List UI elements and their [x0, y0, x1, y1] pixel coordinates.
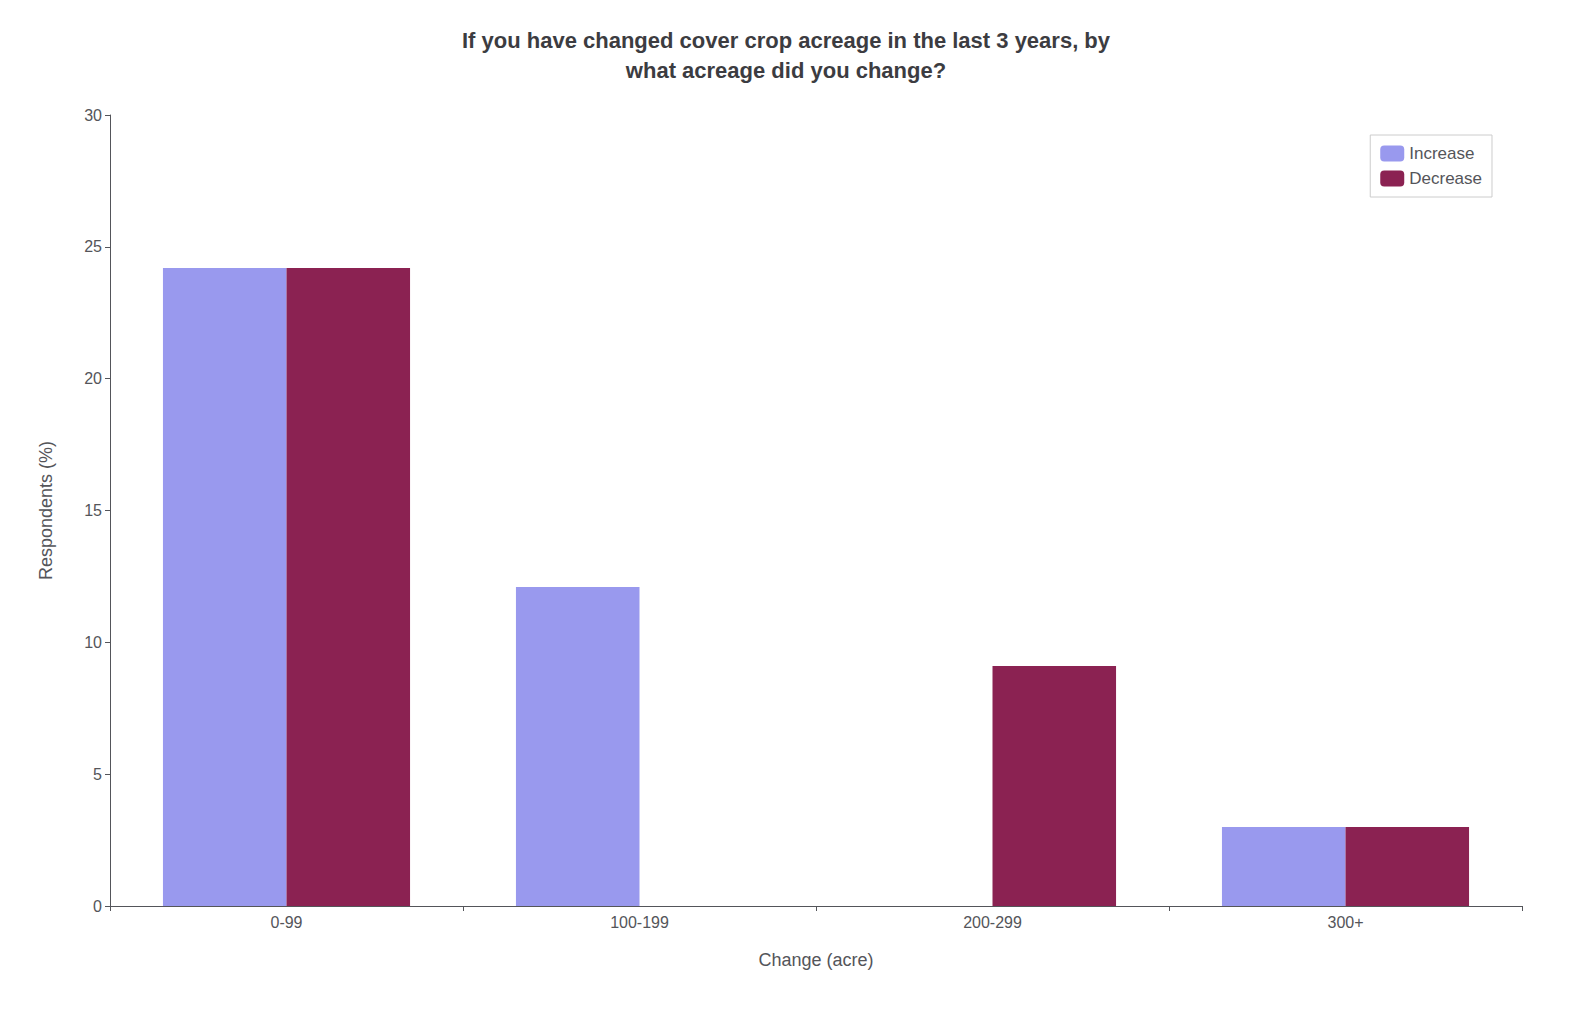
svg-text:300+: 300+: [1327, 914, 1363, 931]
svg-text:0-99: 0-99: [270, 914, 302, 931]
svg-text:Change (acre): Change (acre): [758, 950, 873, 970]
svg-text:If you have changed cover crop: If you have changed cover crop acreage i…: [462, 28, 1111, 53]
svg-text:100-199: 100-199: [610, 914, 669, 931]
svg-text:Increase: Increase: [1409, 144, 1474, 163]
svg-text:25: 25: [84, 238, 102, 255]
svg-text:Decrease: Decrease: [1409, 169, 1482, 188]
svg-text:15: 15: [84, 502, 102, 519]
svg-text:30: 30: [84, 107, 102, 124]
svg-text:5: 5: [93, 766, 102, 783]
svg-text:0: 0: [93, 898, 102, 915]
svg-text:what acreage did you change?: what acreage did you change?: [625, 58, 946, 83]
svg-text:10: 10: [84, 634, 102, 651]
svg-text:20: 20: [84, 370, 102, 387]
svg-text:Respondents (%): Respondents (%): [36, 441, 56, 580]
svg-text:200-299: 200-299: [963, 914, 1022, 931]
